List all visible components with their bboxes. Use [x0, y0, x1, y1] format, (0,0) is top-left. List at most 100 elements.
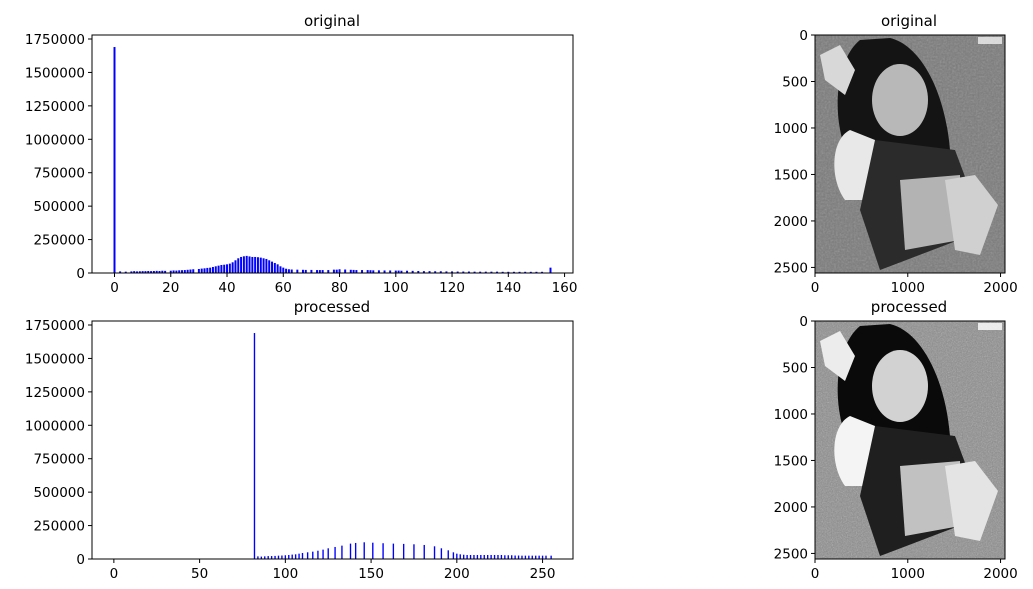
histogram-original-bar [496, 271, 499, 273]
image-processed-x-tick-label: 0 [811, 566, 820, 582]
histogram-processed-bar [550, 555, 552, 559]
histogram-processed-y-ticks: 0 250000 500000 750000 1000000 1250000 1500000… [25, 318, 92, 568]
image-processed-x-ticks: 0 1000 2000 [811, 559, 1018, 582]
histogram-original-bar [136, 271, 138, 273]
histogram-original-bar [462, 271, 465, 273]
histogram-processed-bar [433, 546, 436, 559]
histogram-processed-bar [277, 555, 280, 559]
image-processed-frame [814, 320, 1006, 560]
histogram-processed-bar [274, 555, 276, 559]
histogram-original-bar [203, 268, 206, 273]
histogram-original-bar [524, 271, 527, 273]
histogram-original-bar [518, 271, 521, 273]
image-processed-x-tick-label: 1000 [891, 566, 925, 582]
histogram-processed-bar [363, 542, 365, 559]
histogram-processed-x-tick-label: 0 [110, 566, 119, 582]
image-original-title: original [881, 12, 937, 30]
histogram-original-bar [192, 269, 195, 273]
image-processed-y-ticks: 0 500 1000 1500 2000 2500 [774, 314, 815, 562]
image-original-y-tick-label: 2500 [774, 260, 808, 276]
histogram-processed-axes: processed 0 250000 500000 750000 1000000 1250… [25, 298, 574, 582]
histogram-processed-bar [447, 550, 449, 559]
histogram-original-bar [400, 270, 403, 273]
histogram-original-bar [296, 269, 299, 273]
histogram-original-bar [535, 271, 538, 273]
histogram-processed-bar [294, 554, 297, 559]
histogram-processed-bar [463, 554, 465, 559]
histogram-processed-bar [301, 552, 304, 559]
histogram-processed-bar [341, 545, 343, 559]
histogram-original-bar [383, 270, 386, 273]
histogram-original-bar [271, 261, 274, 273]
histogram-original-bar [484, 271, 487, 273]
histogram-processed-bar [541, 555, 544, 559]
image-original-x-tick-label: 0 [811, 280, 820, 296]
histogram-processed-y-tick-label: 500000 [33, 485, 85, 501]
histogram-processed-bar [322, 549, 324, 559]
histogram-original-bar [428, 271, 431, 273]
histogram-original-bar [211, 266, 214, 273]
histogram-original-x-tick-label: 20 [162, 280, 179, 296]
histogram-processed-bar [466, 554, 468, 559]
histogram-original-bar [451, 271, 454, 273]
image-original-picture [815, 35, 1005, 273]
histogram-original-bar [138, 271, 141, 273]
histogram-processed-bar [521, 555, 523, 559]
histogram-processed-bar [469, 554, 472, 559]
histogram-processed-bar [487, 554, 489, 559]
histogram-original-bar [119, 271, 122, 273]
histogram-original-x-tick-label: 140 [495, 280, 521, 296]
histogram-original-x-tick-label: 40 [218, 280, 235, 296]
histogram-processed-x-tick-label: 50 [191, 566, 208, 582]
histogram-original-bar [130, 271, 133, 273]
histogram-original-bar [268, 260, 271, 273]
histogram-original-frame [91, 34, 574, 274]
histogram-original-bar [473, 271, 476, 273]
image-original-y-tick-label: 500 [782, 74, 808, 90]
histogram-processed-bar [288, 554, 290, 559]
histogram-original-bar [209, 267, 212, 273]
histogram-processed-bar [440, 548, 443, 559]
histogram-original-y-ticks: 0 250000 500000 750000 1000000 1250000 1500000… [25, 32, 92, 282]
histogram-processed-bar [281, 555, 283, 559]
histogram-processed-bar [270, 556, 273, 559]
histogram-original-bar [220, 264, 223, 273]
histogram-processed-bar [291, 554, 293, 559]
histogram-original-bar [507, 271, 510, 273]
histogram-original-bar [265, 258, 268, 273]
histogram-original-bar [254, 256, 257, 273]
histogram-original-x-tick-label: 80 [331, 280, 348, 296]
histogram-processed-y-tick-label: 1000000 [25, 418, 85, 434]
histogram-processed-bar [354, 542, 357, 559]
histogram-original-bar [273, 262, 276, 273]
histogram-processed-bar [545, 555, 547, 559]
histogram-original-bar [178, 270, 181, 273]
histogram-processed-bar [413, 544, 415, 559]
histogram-original-bar [549, 267, 552, 273]
histogram-original-bar [439, 271, 442, 273]
histogram-processed-bar [456, 553, 458, 559]
histogram-original-bar [335, 269, 338, 273]
histogram-processed-bar [382, 543, 384, 559]
histogram-original-bar [321, 270, 324, 273]
histogram-original-y-tick-label: 1500000 [25, 65, 85, 81]
histogram-original-bar [352, 269, 355, 273]
histogram-original-bar [150, 271, 153, 273]
histogram-processed-bar [327, 548, 329, 559]
image-processed-x-tick-label: 2000 [983, 566, 1017, 582]
histogram-original-bar [411, 270, 414, 273]
histogram-original-bar [316, 270, 319, 273]
histogram-original-bar [141, 271, 144, 273]
histogram-processed-bar [517, 555, 520, 559]
histogram-original-bar [189, 269, 192, 273]
histogram-original-bar [172, 270, 175, 273]
histogram-original-x-tick-label: 60 [275, 280, 292, 296]
histogram-processed-bar [264, 556, 266, 559]
histogram-processed-bar [497, 554, 499, 559]
histogram-original-bar [361, 270, 364, 273]
histogram-original-y-tick-label: 1250000 [25, 99, 85, 115]
histogram-original-bar [285, 268, 288, 273]
histogram-original-y-tick-label: 250000 [33, 233, 85, 249]
histogram-original-bar [197, 268, 200, 273]
